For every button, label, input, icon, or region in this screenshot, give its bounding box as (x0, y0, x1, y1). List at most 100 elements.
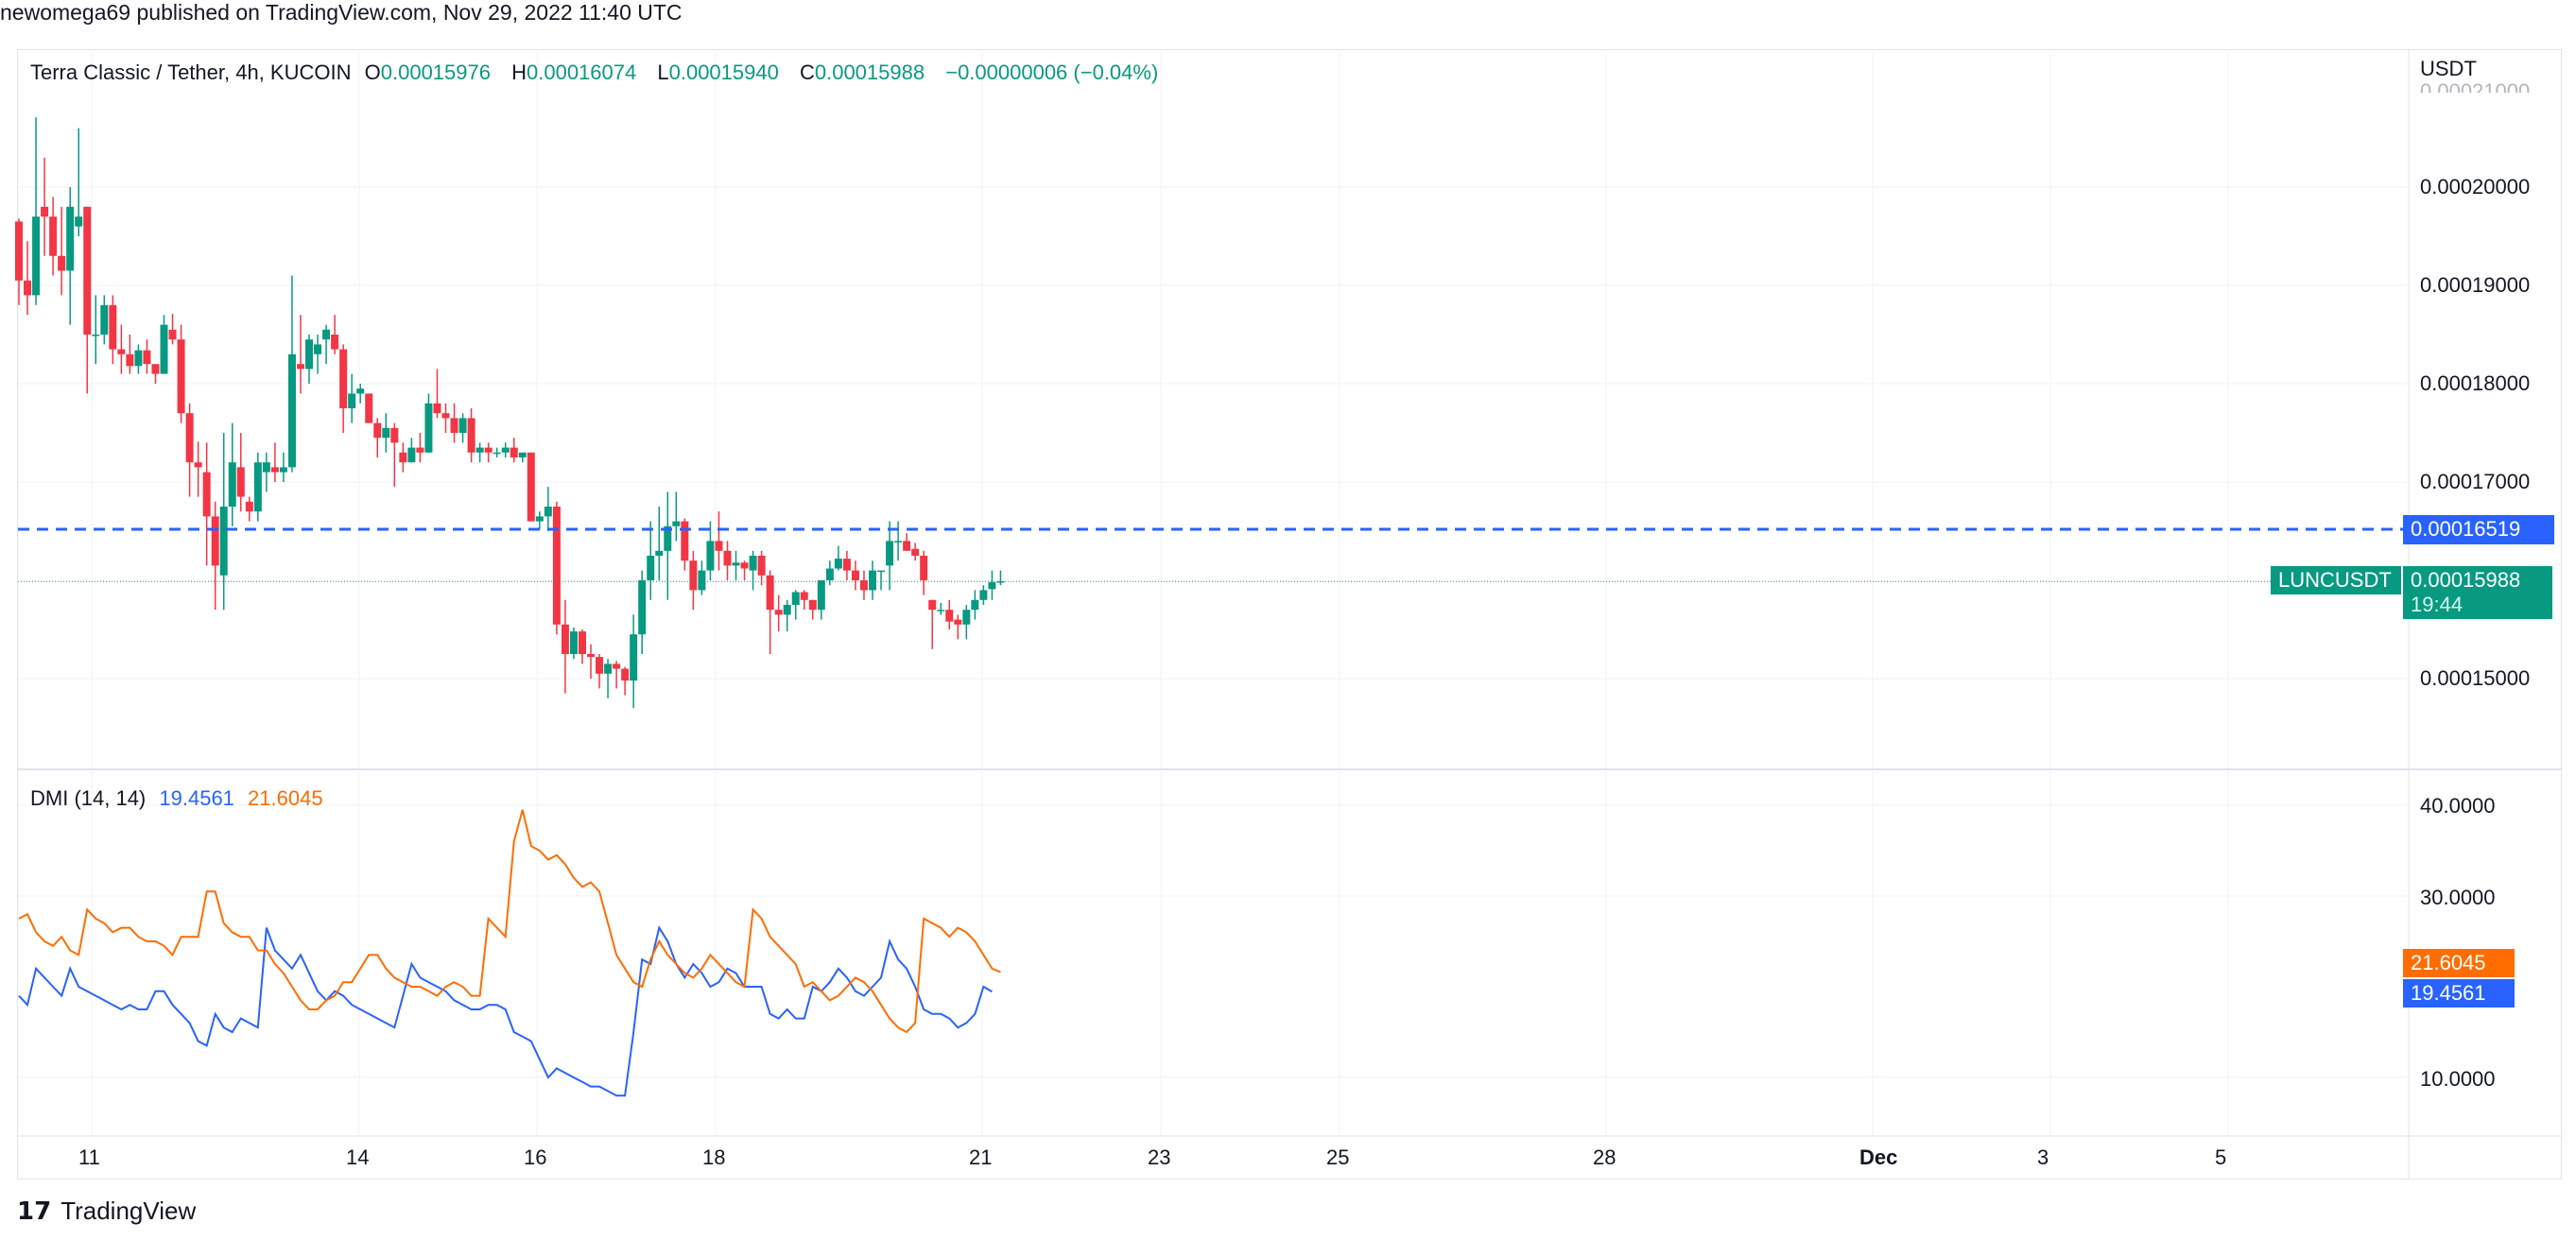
candle-body (655, 550, 664, 556)
candle-body (202, 472, 211, 517)
candle-body (117, 349, 126, 354)
candle-body (339, 349, 348, 408)
candle-body (988, 582, 996, 590)
candle-body (501, 447, 510, 453)
candle-body (305, 339, 314, 370)
candle-body (681, 521, 689, 561)
candle-body (49, 216, 58, 256)
candle-body (211, 516, 219, 566)
candle-body (996, 581, 1005, 583)
candle-body (518, 452, 527, 457)
candle-body (664, 525, 672, 551)
candle-body (911, 548, 920, 556)
dmi-minus-tag: 21.6045 (2403, 949, 2515, 977)
candle-body (527, 452, 535, 522)
brand-name: TradingView (61, 1197, 197, 1225)
candle-body (834, 559, 842, 569)
candle-body (587, 654, 596, 658)
candle-body (621, 668, 630, 681)
candle-body (296, 364, 304, 370)
dmi-plus-value: 19.4561 (159, 786, 234, 810)
candle-body (869, 570, 876, 591)
open-label: O (364, 60, 381, 84)
candle-body (450, 418, 458, 433)
candle-body (817, 580, 825, 611)
candle-body (962, 610, 971, 625)
candle-body (270, 467, 279, 473)
open-value: 0.00015976 (380, 60, 491, 84)
price-tick: 0.00015000 (2420, 666, 2531, 690)
candle-body (433, 403, 441, 414)
currency-label: USDT (2420, 57, 2477, 80)
candle-body (698, 570, 706, 591)
candle-body (552, 507, 561, 625)
candles (15, 117, 1005, 709)
candle-body (314, 344, 322, 354)
candle-body (424, 403, 433, 453)
candle-body (979, 590, 988, 600)
candle-body (706, 541, 715, 571)
close-value: 0.00015988 (814, 60, 925, 84)
candle-body (219, 507, 228, 576)
time-tick-label: 21 (969, 1145, 993, 1169)
candle-body (331, 335, 339, 350)
candle-body (757, 556, 766, 576)
hline-price-tag: 0.00016519 (2403, 515, 2554, 544)
time-tick-label: 5 (2215, 1145, 2227, 1169)
candle-body (279, 467, 287, 473)
candle-body (851, 570, 859, 580)
chart-frame (17, 49, 2562, 1180)
price-tick: 0.00017000 (2420, 470, 2531, 493)
candle-body (596, 657, 604, 674)
candle-body (177, 339, 185, 414)
candle-body (41, 206, 49, 217)
high-label: H (511, 60, 527, 84)
symbol-tag: LUNCUSDT (2271, 566, 2401, 594)
candle-body (945, 610, 954, 622)
candle-body (356, 388, 365, 394)
candle-body (407, 447, 416, 463)
candle-body (160, 324, 168, 374)
candle-body (24, 280, 32, 296)
candle-body (151, 364, 160, 374)
candle-body (32, 216, 41, 296)
candle-body (416, 447, 424, 453)
candle-body (126, 353, 134, 367)
candle-body (971, 599, 979, 611)
candle-body (723, 550, 732, 566)
candle-body (75, 216, 83, 227)
dmi-minus-value: 21.6045 (248, 786, 323, 810)
candle-body (322, 329, 331, 340)
publisher-line: newomega69 published on TradingView.com,… (0, 0, 683, 25)
candle-body (92, 335, 100, 336)
candle-body (535, 516, 544, 522)
candle-body (715, 541, 723, 551)
candle-body (544, 507, 552, 517)
candle-body (236, 467, 245, 497)
candle-body (58, 255, 66, 271)
candle-body (185, 413, 194, 463)
candle-body (365, 393, 373, 423)
candle-countdown: 19:44 (2411, 593, 2464, 616)
last-price: 0.00015988 (2411, 568, 2521, 592)
candle-body (262, 462, 270, 473)
candle-body (638, 580, 647, 635)
dmi-legend: DMI (14, 14) 19.4561 21.6045 (30, 786, 331, 811)
tradingview-logo-icon: 𝟭𝟳 (17, 1197, 52, 1225)
dmi-title: DMI (14, 14) (30, 786, 147, 810)
time-tick-label: 28 (1593, 1145, 1616, 1169)
price-legend: Terra Classic / Tether, 4h, KUCOIN O0.00… (30, 60, 1166, 85)
footer: 𝟭𝟳 TradingView (17, 1197, 196, 1226)
horizontal-line (18, 527, 2409, 582)
candle-body (143, 350, 151, 365)
candle-body (766, 575, 774, 611)
candle-body (740, 562, 749, 569)
candle-body (168, 329, 177, 340)
candle-body (561, 624, 569, 654)
candle-body (920, 556, 928, 580)
candle-body (348, 393, 356, 408)
candle-body (399, 452, 407, 463)
candle-body (458, 418, 467, 433)
close-label: C (799, 60, 815, 84)
